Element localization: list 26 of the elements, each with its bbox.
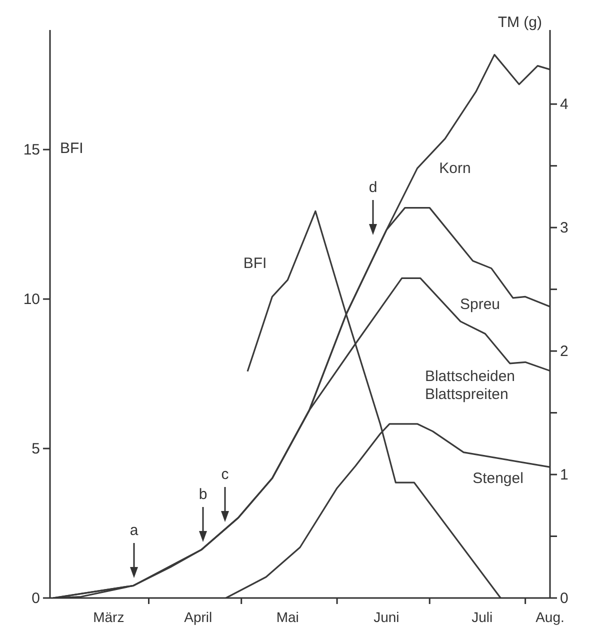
x-tick-label: April: [184, 609, 212, 625]
x-tick-label: März: [93, 609, 124, 625]
y2-axis-title: TM (g): [498, 14, 542, 31]
y2-tick-label: 0: [560, 590, 568, 607]
y2-tick-label: 3: [560, 220, 568, 237]
y2-tick-label: 2: [560, 343, 568, 360]
series-label: Stengel: [472, 470, 524, 488]
x-tick-label: Juli: [472, 609, 493, 625]
series-label: Korn: [439, 160, 471, 178]
series-label: BFI: [243, 255, 267, 273]
annotation: c: [221, 466, 230, 483]
y-tick-label: 0: [32, 590, 40, 607]
x-tick-label: Aug.: [536, 609, 564, 625]
annotation: b: [198, 486, 208, 503]
y-tick-label: 5: [32, 440, 40, 458]
y2-tick-label: 4: [560, 96, 568, 114]
annotation: a: [130, 522, 139, 539]
series-label: Spreu: [460, 296, 500, 314]
x-tick-label: Mai: [276, 609, 299, 625]
y2-tick-label: 1: [560, 466, 568, 484]
series-label: Blattscheiden Blattspreiten: [424, 368, 516, 404]
y-tick-label: 15: [23, 142, 40, 159]
y-axis-title: BFI: [60, 140, 84, 157]
y-tick-label: 10: [23, 291, 40, 308]
x-tick-label: Juni: [374, 609, 400, 625]
annotation: d: [368, 179, 378, 196]
